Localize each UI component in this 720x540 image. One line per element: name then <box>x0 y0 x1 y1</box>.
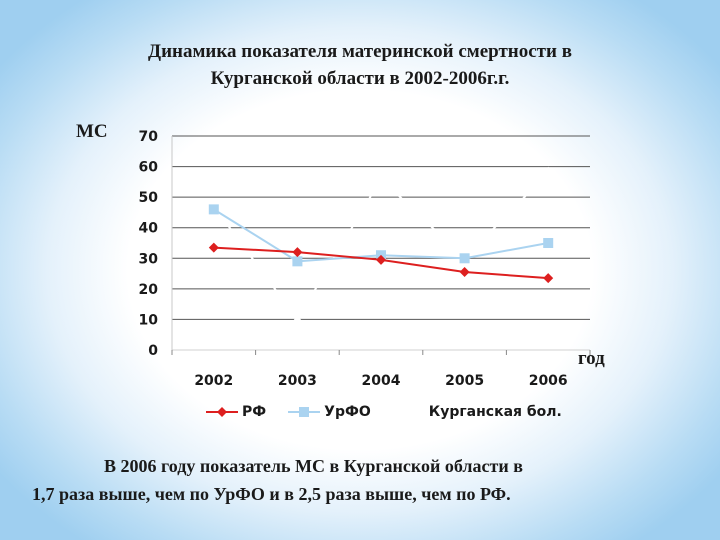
x-axis-label: год <box>578 348 605 369</box>
data-point <box>402 406 415 417</box>
data-point <box>208 242 219 253</box>
y-tick-label: 20 <box>139 282 159 298</box>
data-point <box>299 407 310 417</box>
series-layer <box>207 166 555 325</box>
data-point <box>459 253 470 264</box>
series-triangle <box>207 166 555 325</box>
axis-layer: 0 10 20 30 40 50 60 70 2002 2003 2004 2005 2006 <box>139 129 591 389</box>
slide-title-line-1: Динамика показателя материнской смертнос… <box>148 41 572 62</box>
summary-line-2: 1,7 раза выше, чем по УрФО и в 2,5 раза … <box>32 484 511 504</box>
summary-line-1: В 2006 году показатель МС в Курганской о… <box>104 456 523 476</box>
data-point <box>292 247 303 258</box>
legend-item: РФ <box>206 404 266 420</box>
data-point <box>208 204 219 215</box>
data-point <box>375 172 387 184</box>
legend-label: Курганская бол. <box>428 404 562 420</box>
legend-label: РФ <box>242 404 267 420</box>
data-point <box>217 407 227 417</box>
data-point <box>459 267 470 278</box>
series-line <box>212 171 549 322</box>
data-point <box>542 166 555 178</box>
y-axis-label: МС <box>76 121 108 142</box>
y-tick-label: 0 <box>148 343 158 359</box>
y-tick-label: 70 <box>139 129 159 145</box>
y-tick-label: 40 <box>139 221 159 237</box>
slide-title: Динамика показателя материнской смертнос… <box>40 38 680 92</box>
summary-text: В 2006 году показатель МС в Курганской о… <box>20 452 700 508</box>
mortality-line-chart: 0 10 20 30 40 50 60 70 2002 2003 2004 2005 2006 <box>139 129 591 389</box>
x-tick-label: 2003 <box>278 373 317 389</box>
data-point <box>291 313 304 325</box>
data-point <box>543 238 554 248</box>
y-tick-label: 50 <box>139 190 159 206</box>
x-tick-label: 2002 <box>194 373 233 389</box>
x-tick-label: 2005 <box>445 373 484 389</box>
legend-key-square <box>288 407 321 417</box>
data-point <box>376 254 386 265</box>
legend-key-triangle <box>392 406 425 417</box>
y-tick-label: 30 <box>139 251 159 267</box>
legend-item: Курганская бол. <box>392 404 562 420</box>
data-point <box>292 256 303 267</box>
series-diamond <box>208 242 554 284</box>
chart-legend: РФ УрФО Курганская бол. <box>206 402 584 422</box>
legend-key-diamond <box>206 407 238 417</box>
x-tick-label: 2004 <box>362 373 401 389</box>
legend-item: УрФО <box>288 404 371 420</box>
y-tick-label: 10 <box>139 312 159 328</box>
grid-layer <box>172 135 590 320</box>
slide-title-line-2: Курганской области в 2002-2006г.г. <box>210 68 510 89</box>
data-point <box>543 273 554 284</box>
legend-label: УрФО <box>324 404 371 420</box>
y-tick-label: 60 <box>139 160 159 176</box>
x-tick-label: 2006 <box>529 373 568 389</box>
